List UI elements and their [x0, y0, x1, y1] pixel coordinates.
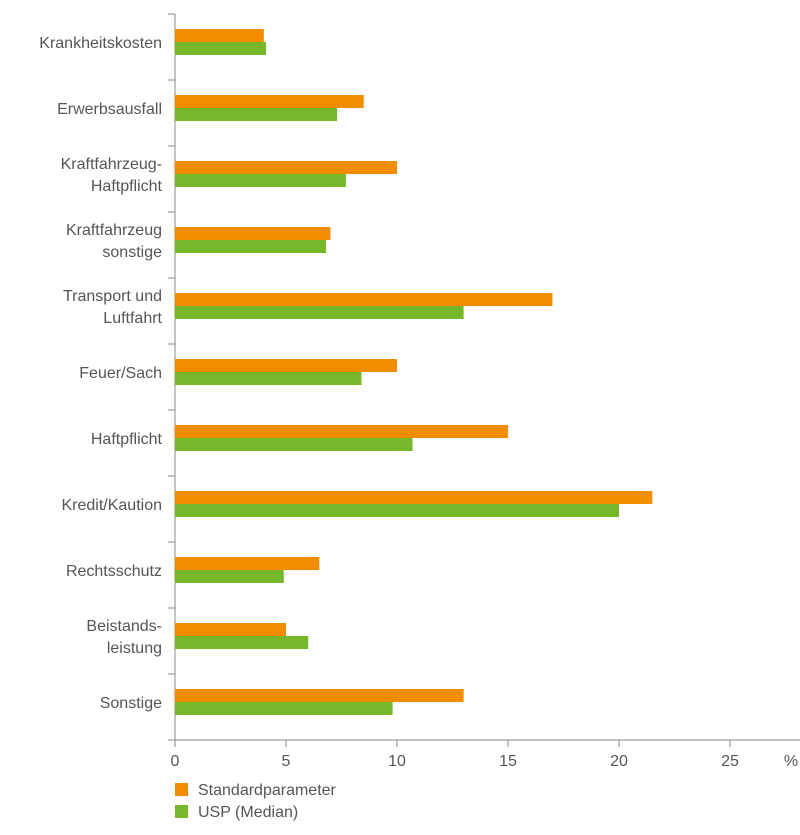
bar-standardparameter [175, 161, 397, 174]
bar-usp-median [175, 372, 362, 385]
bar-standardparameter [175, 491, 653, 504]
bar-standardparameter [175, 29, 264, 42]
bar-usp-median [175, 42, 267, 55]
x-tick-label: 20 [610, 753, 628, 770]
category-label: sonstige [102, 244, 162, 261]
bar-standardparameter [175, 359, 397, 372]
legend-label: Standardparameter [198, 782, 337, 799]
bar-usp-median [175, 108, 338, 121]
bar-standardparameter [175, 623, 286, 636]
category-label: Haftpflicht [91, 431, 163, 448]
category-label: Kredit/Kaution [61, 497, 162, 514]
category-label: Kraftfahrzeug [66, 222, 162, 239]
category-label: Feuer/Sach [79, 365, 162, 382]
x-tick-label: 15 [499, 753, 517, 770]
bar-usp-median [175, 306, 464, 319]
legend-swatch [175, 805, 188, 818]
category-label: Erwerbsausfall [57, 101, 162, 118]
bar-usp-median [175, 240, 326, 253]
category-label: Beistands- [86, 618, 162, 635]
legend-label: USP (Median) [198, 804, 298, 821]
legend-swatch [175, 783, 188, 796]
category-label: Haftpflicht [91, 178, 163, 195]
category-label: Krankheitskosten [39, 35, 162, 52]
category-label: Transport und [63, 288, 162, 305]
bar-usp-median [175, 702, 393, 715]
x-unit-label: % [784, 753, 798, 770]
bar-standardparameter [175, 95, 364, 108]
bar-standardparameter [175, 227, 331, 240]
category-label: Rechtsschutz [66, 563, 162, 580]
bar-standardparameter [175, 689, 464, 702]
bar-usp-median [175, 504, 619, 517]
bar-standardparameter [175, 557, 320, 570]
x-tick-label: 5 [282, 753, 291, 770]
bar-usp-median [175, 174, 346, 187]
bar-standardparameter [175, 293, 553, 306]
bar-usp-median [175, 570, 284, 583]
category-label: Sonstige [100, 695, 162, 712]
bar-standardparameter [175, 425, 508, 438]
x-tick-label: 25 [721, 753, 739, 770]
bar-usp-median [175, 636, 309, 649]
x-tick-label: 10 [388, 753, 406, 770]
x-tick-label: 0 [171, 753, 180, 770]
category-label: Kraftfahrzeug- [61, 156, 162, 173]
category-label: Luftfahrt [103, 310, 162, 327]
bar-usp-median [175, 438, 413, 451]
category-label: leistung [107, 640, 162, 657]
